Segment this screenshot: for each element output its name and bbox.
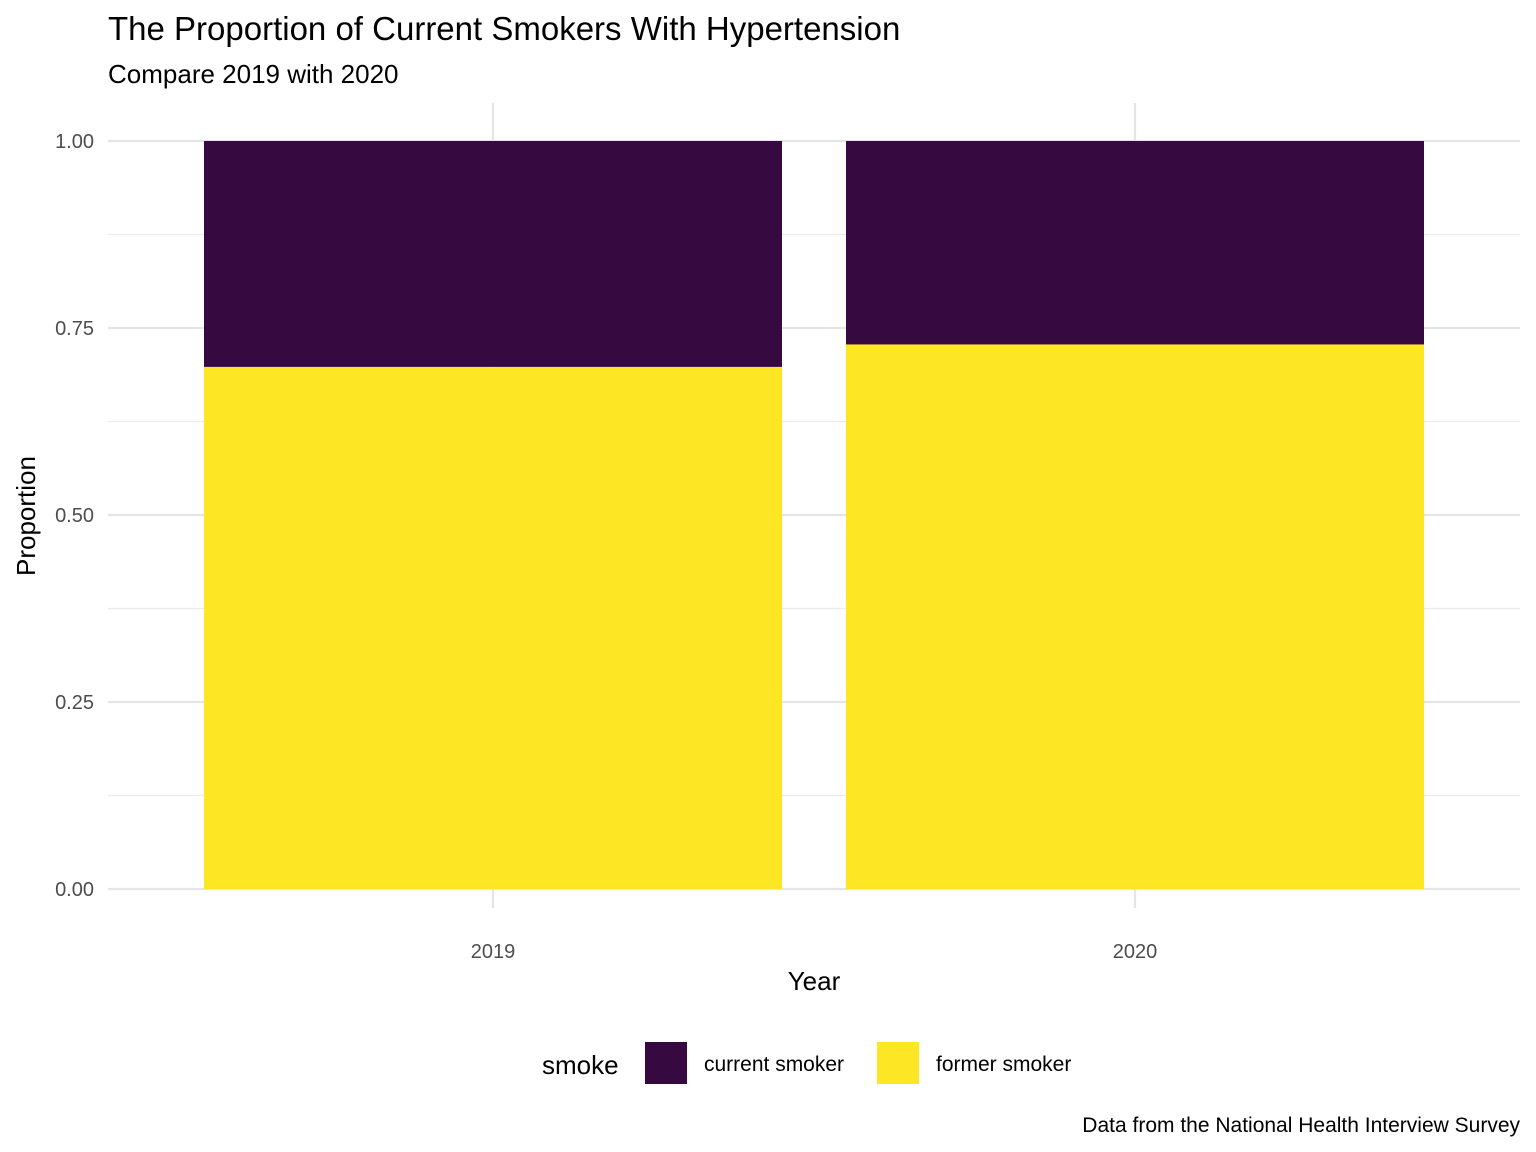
- y-tick-label: 0.25: [55, 692, 94, 714]
- legend-label-former-smoker: former smoker: [936, 1053, 1071, 1076]
- chart-title: The Proportion of Current Smokers With H…: [108, 10, 900, 47]
- chart-caption: Data from the National Health Interview …: [1082, 1114, 1520, 1137]
- x-axis-label: Year: [788, 966, 841, 996]
- y-tick-label: 0.00: [55, 879, 94, 901]
- legend-key-former-smoker: [877, 1042, 919, 1084]
- legend-key-current-smoker: [645, 1042, 687, 1084]
- x-tick-label: 2019: [471, 941, 516, 963]
- bar-2020-current-smoker: [846, 141, 1424, 345]
- bars: [204, 141, 1424, 889]
- legend-title: smoke: [542, 1050, 619, 1080]
- y-axis-ticks: 0.00 0.25 0.50 0.75 1.00: [55, 131, 94, 901]
- x-axis-ticks: 2019 2020: [471, 941, 1158, 963]
- legend-label-current-smoker: current smoker: [704, 1053, 844, 1076]
- y-tick-label: 0.50: [55, 505, 94, 527]
- y-tick-label: 0.75: [55, 318, 94, 340]
- legend: smoke current smoker former smoker: [542, 1042, 1071, 1084]
- bar-2019-former-smoker: [204, 366, 782, 889]
- y-axis-label: Proportion: [11, 456, 41, 576]
- x-tick-label: 2020: [1113, 941, 1158, 963]
- chart-subtitle: Compare 2019 with 2020: [108, 59, 399, 89]
- bar-2020-former-smoker: [846, 344, 1424, 889]
- bar-2019-current-smoker: [204, 141, 782, 367]
- y-tick-label: 1.00: [55, 131, 94, 153]
